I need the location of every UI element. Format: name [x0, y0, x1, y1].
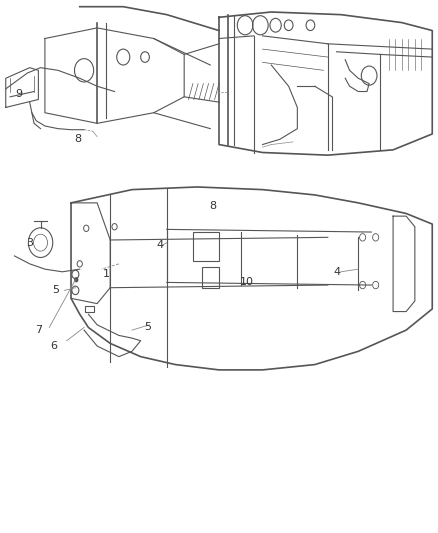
Text: 9: 9 — [15, 89, 22, 99]
Text: 7: 7 — [35, 325, 42, 335]
Text: 3: 3 — [26, 238, 33, 248]
Bar — [201, 266, 219, 288]
Text: 8: 8 — [74, 134, 81, 144]
Circle shape — [74, 277, 78, 282]
Text: 1: 1 — [102, 270, 110, 279]
Text: 4: 4 — [333, 267, 340, 277]
Bar — [85, 306, 94, 312]
Text: 10: 10 — [240, 277, 254, 287]
Text: 6: 6 — [50, 341, 57, 351]
Text: 5: 5 — [144, 322, 151, 333]
Text: 5: 5 — [52, 285, 59, 295]
Bar — [193, 232, 219, 261]
Text: 4: 4 — [157, 240, 164, 251]
Text: 8: 8 — [209, 200, 216, 211]
